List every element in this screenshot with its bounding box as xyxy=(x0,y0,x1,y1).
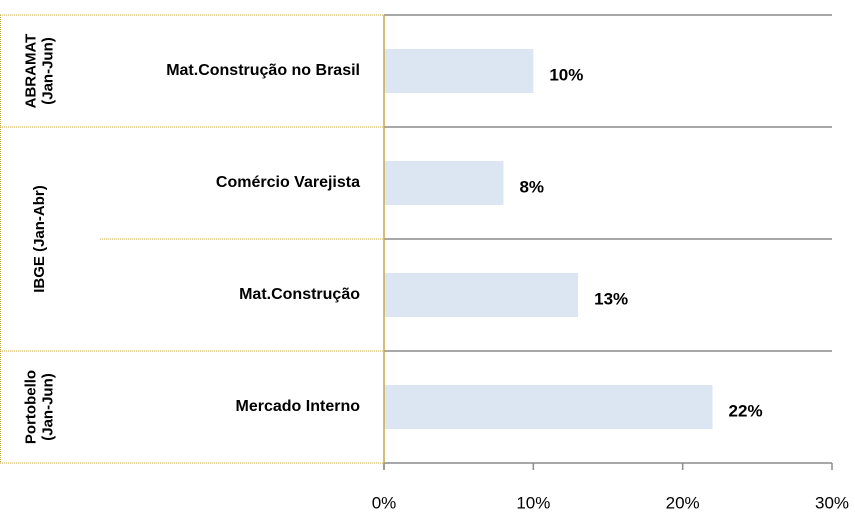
value-label: 13% xyxy=(594,289,628,308)
group-label: (Jan-Jun) xyxy=(39,373,56,441)
category-label: Comércio Varejista xyxy=(216,174,360,191)
group-label: Portobello xyxy=(22,370,39,444)
bar xyxy=(384,385,713,429)
category-label: Mat.Construção no Brasil xyxy=(166,62,360,79)
x-tick-label: 30% xyxy=(815,493,849,512)
value-label: 22% xyxy=(729,401,763,420)
bar xyxy=(384,49,534,93)
x-tick-label: 10% xyxy=(516,493,550,512)
category-label: Mat.Construção xyxy=(239,286,360,303)
category-label: Mercado Interno xyxy=(236,398,361,415)
group-label: IBGE (Jan-Abr) xyxy=(31,185,48,293)
group-label: ABRAMAT xyxy=(22,34,39,109)
group-label: (Jan-Jun) xyxy=(39,37,56,105)
x-tick-label: 20% xyxy=(666,493,700,512)
bar xyxy=(384,273,579,317)
value-label: 8% xyxy=(519,177,544,196)
bar xyxy=(384,161,504,205)
value-label: 10% xyxy=(549,65,583,84)
x-tick-label: 0% xyxy=(372,493,397,512)
